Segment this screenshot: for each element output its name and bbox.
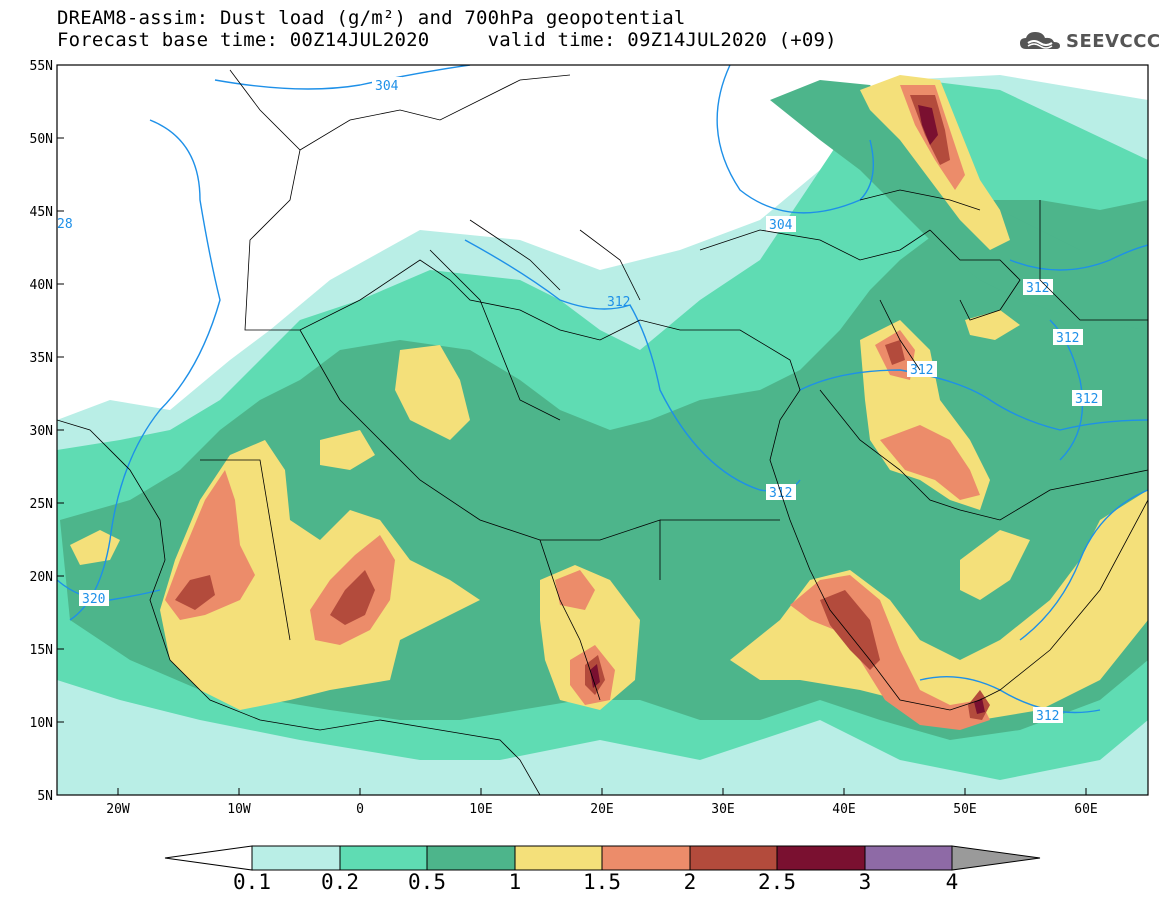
contour-label: 312 bbox=[1036, 709, 1059, 724]
contour-line bbox=[1019, 489, 1148, 641]
dust-region-2.5-caspian bbox=[918, 105, 938, 145]
lon-label: 0 bbox=[356, 802, 364, 817]
dust-region-1-mauritania bbox=[320, 430, 375, 470]
dust-region-1-arabia bbox=[960, 530, 1030, 600]
colorbar-label: 0.2 bbox=[321, 870, 359, 894]
latitude-labels: 55N 50N 45N 40N 35N 30N 25N 20N 15N 10N … bbox=[30, 59, 53, 804]
contour-line bbox=[1009, 244, 1148, 271]
border bbox=[879, 299, 921, 371]
coastline bbox=[929, 229, 1021, 321]
colorbar-label: 0.1 bbox=[233, 870, 271, 894]
contour-label: 320 bbox=[82, 592, 105, 607]
coastline bbox=[859, 189, 981, 211]
contour-label: 312 bbox=[910, 363, 933, 378]
border bbox=[299, 329, 661, 580]
lon-label: 40E bbox=[832, 802, 855, 817]
lat-label: 50N bbox=[30, 132, 53, 147]
contour-line bbox=[214, 65, 471, 90]
contour-labels: 304 304 28 312 312 312 312 312 312 320 3… bbox=[57, 77, 1102, 724]
border bbox=[819, 389, 901, 471]
lon-label: 50E bbox=[953, 802, 976, 817]
lat-label: 5N bbox=[37, 789, 53, 804]
dust-region-1.5-chad bbox=[555, 570, 595, 610]
dust-region-1-sudan bbox=[730, 490, 1148, 720]
coastline bbox=[579, 229, 641, 301]
dust-fields bbox=[57, 75, 1148, 795]
contour-line bbox=[57, 579, 161, 601]
contour-label: 312 bbox=[769, 486, 792, 501]
coastline bbox=[699, 229, 931, 261]
dust-region-1-west bbox=[160, 440, 480, 710]
colorbar-label: 0.5 bbox=[408, 870, 446, 894]
dust-region-2.5-somalia bbox=[974, 698, 985, 714]
lat-label: 25N bbox=[30, 497, 53, 512]
dust-region-1-senegal bbox=[70, 530, 120, 565]
colorbar-label: 3 bbox=[858, 870, 872, 894]
lat-label: 45N bbox=[30, 205, 53, 220]
contour-label: 312 bbox=[1075, 392, 1098, 407]
dust-region-2-ethiopia bbox=[820, 590, 880, 670]
lat-label: 20N bbox=[30, 570, 53, 585]
lat-label: 40N bbox=[30, 278, 53, 293]
dust-region-1-atlas bbox=[395, 345, 470, 440]
lat-label: 10N bbox=[30, 716, 53, 731]
longitude-labels: 20W 10W 0 10E 20E 30E 40E 50E 60E bbox=[106, 802, 1097, 817]
contour-line bbox=[464, 239, 801, 492]
lon-label: 20W bbox=[106, 802, 130, 817]
dust-region-2-west bbox=[175, 575, 215, 610]
contour-label: 312 bbox=[1026, 281, 1049, 296]
forecast-time-info: Forecast base time: 00Z14JUL2020 valid t… bbox=[57, 29, 837, 51]
contour-label: 28 bbox=[57, 217, 73, 232]
contour-line bbox=[799, 369, 1148, 431]
lon-label: 60E bbox=[1074, 802, 1097, 817]
border bbox=[200, 459, 291, 641]
contour-label: 312 bbox=[607, 295, 630, 310]
border bbox=[539, 539, 601, 701]
lon-label: 10E bbox=[469, 802, 492, 817]
lon-label: 30E bbox=[711, 802, 734, 817]
dust-region-1.5-gulf bbox=[880, 425, 980, 500]
contour-label: 304 bbox=[375, 79, 399, 94]
coastline bbox=[299, 74, 571, 151]
dust-region-1-caspian bbox=[860, 75, 1010, 250]
axis-ticks bbox=[57, 137, 1087, 795]
dust-region-1.5-west bbox=[165, 470, 255, 620]
colorbar-label: 2 bbox=[683, 870, 697, 894]
colorbar-label: 1.5 bbox=[583, 870, 621, 894]
colorbar-label: 1 bbox=[508, 870, 522, 894]
contour-label: 312 bbox=[1056, 331, 1079, 346]
cloud-icon bbox=[1020, 32, 1060, 49]
coastlines-borders bbox=[57, 69, 1148, 795]
border bbox=[429, 249, 561, 421]
contour-label: 304 bbox=[769, 218, 793, 233]
contour-line bbox=[69, 119, 221, 621]
lat-label: 35N bbox=[30, 351, 53, 366]
contour-line bbox=[716, 65, 875, 214]
coastline bbox=[469, 219, 561, 291]
border bbox=[1039, 200, 1148, 321]
lon-label: 20E bbox=[590, 802, 613, 817]
dust-region-2-mali bbox=[330, 570, 375, 625]
seevccc-logo: SEEVCCC bbox=[1018, 27, 1161, 55]
coastline bbox=[229, 69, 1148, 711]
dust-region-2-iraq bbox=[885, 340, 905, 365]
colorbar-label: 4 bbox=[945, 870, 959, 894]
lon-label: 10W bbox=[227, 802, 251, 817]
lat-label: 15N bbox=[30, 643, 53, 658]
coastline bbox=[899, 469, 1148, 521]
map-title: DREAM8-assim: Dust load (g/m²) and 700hP… bbox=[57, 7, 686, 29]
lat-label: 30N bbox=[30, 424, 53, 439]
coastline bbox=[57, 419, 541, 795]
logo-text: SEEVCCC bbox=[1066, 30, 1161, 52]
lat-label: 55N bbox=[30, 59, 53, 74]
dust-region-2.5-chad bbox=[590, 664, 600, 688]
colorbar-label: 2.5 bbox=[758, 870, 796, 894]
